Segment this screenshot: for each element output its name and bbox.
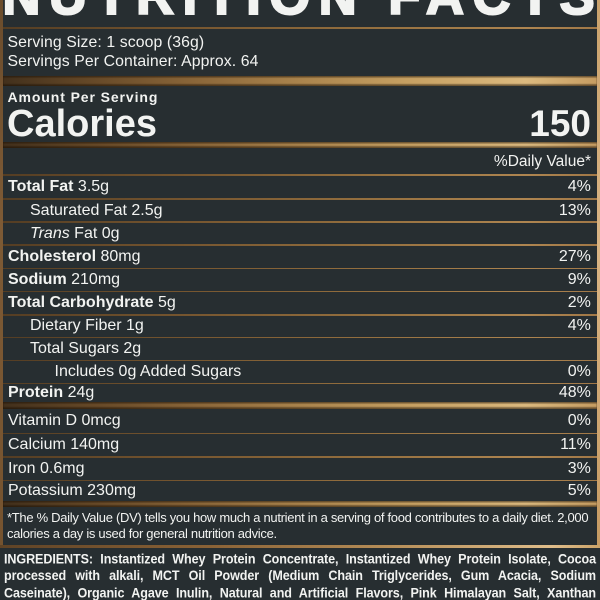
daily-value: 4% [567, 317, 591, 335]
daily-value: 48% [558, 383, 591, 401]
nutrient-row-added-sugars: Includes 0g Added Sugars 0% [3, 361, 598, 382]
ingredients-text: Instantized Whey Protein Concentrate, In… [4, 552, 597, 600]
calories-label: Calories [7, 103, 157, 145]
nutrient-amount: 3.5g [73, 178, 110, 196]
daily-value: 3% [567, 459, 591, 477]
panel-border-left [0, 0, 3, 549]
thick-bar-protein [2, 401, 598, 409]
daily-value: 27% [558, 247, 591, 265]
calories-row: Calories 150 [7, 103, 591, 145]
nutrient-amount: Dietary Fiber 1g [30, 317, 144, 335]
daily-value: 9% [567, 270, 591, 288]
calories-value: 150 [529, 103, 591, 144]
panel-border-bottom [0, 545, 600, 549]
nutrient-amount: 210mg [66, 270, 121, 288]
thick-bar-calories [2, 142, 598, 148]
divider-under-title [2, 27, 598, 29]
divider-8 [2, 359, 598, 362]
servings-per-container: Servings Per Container: Approx. 64 [7, 53, 259, 70]
nutrient-name: Total Carbohydrate [8, 294, 154, 312]
nutrient-name: Protein [8, 383, 64, 401]
micro-row-calcium: Calcium 140mg 11% [3, 435, 598, 457]
nutrient-amount: Includes 0g Added Sugars [54, 362, 242, 380]
divider-6 [2, 314, 598, 316]
daily-value: 4% [567, 178, 591, 196]
divider-9 [2, 382, 598, 385]
divider-12 [2, 479, 598, 482]
nutrient-name-italic: Trans [30, 224, 70, 242]
nutrient-name: Total Fat [8, 178, 74, 196]
divider-3 [2, 244, 598, 246]
nutrient-row-dietary-fiber: Dietary Fiber 1g 4% [3, 316, 598, 337]
thick-bar-servings [2, 76, 598, 87]
divider-0 [2, 174, 598, 176]
daily-value: 0% [567, 412, 591, 429]
nutrient-amount: 5g [153, 294, 176, 312]
nutrient-row-saturated-fat: Saturated Fat 2.5g 13% [3, 200, 598, 221]
ingredients-section: INGREDIENTS: Instantized Whey Protein Co… [4, 551, 596, 600]
divider-5 [2, 290, 598, 293]
micro-row-vitamin-d: Vitamin D 0mcg 0% [3, 410, 598, 433]
panel-border-right [597, 0, 600, 549]
daily-value-header: %Daily Value* [493, 153, 591, 170]
nutrient-name: Vitamin D 0mcg [8, 412, 121, 429]
nutrient-amount: Fat 0g [69, 224, 120, 242]
divider-2 [2, 221, 598, 223]
nutrient-name: Potassium 230mg [8, 482, 137, 499]
daily-value: 13% [558, 201, 591, 219]
nutrient-row-total-sugars: Total Sugars 2g [3, 338, 598, 359]
ingredients-label: INGREDIENTS: [4, 552, 94, 568]
nutrient-name: Cholesterol [8, 247, 97, 265]
nutrient-name: Sodium [8, 270, 67, 288]
nutrient-amount: 24g [63, 383, 95, 401]
divider-10 [2, 432, 598, 435]
daily-value: 5% [567, 482, 591, 499]
nutrient-row-trans-fat: Trans Fat 0g [3, 223, 598, 245]
micro-row-potassium: Potassium 230mg 5% [3, 482, 598, 501]
daily-value: 2% [567, 294, 591, 312]
nutrient-amount: 80mg [96, 247, 141, 265]
daily-value: 11% [560, 436, 591, 454]
nutrient-row-cholesterol: Cholesterol 80mg 27% [3, 246, 598, 268]
serving-size: Serving Size: 1 scoop (36g) [7, 33, 205, 51]
amount-per-serving: Amount Per Serving [7, 89, 159, 105]
daily-value: 0% [567, 362, 591, 380]
nutrient-row-total-fat: Total Fat 3.5g 4% [3, 176, 598, 199]
nutrient-name: Iron 0.6mg [8, 459, 85, 477]
nutrient-amount: Saturated Fat 2.5g [30, 201, 163, 219]
divider-4 [2, 267, 598, 270]
micro-row-iron: Iron 0.6mg 3% [3, 458, 598, 480]
nutrient-amount: Total Sugars 2g [30, 339, 142, 357]
label-title: NUTRITION FACTS [1, 0, 600, 24]
daily-value-footnote: *The % Daily Value (DV) tells you how mu… [7, 509, 589, 541]
divider-1 [2, 198, 598, 200]
divider-11 [2, 456, 598, 458]
ingredients-paragraph: INGREDIENTS: Instantized Whey Protein Co… [4, 551, 596, 600]
divider-7 [2, 336, 598, 339]
nutrient-row-total-carbohydrate: Total Carbohydrate 5g 2% [3, 292, 598, 314]
nutrient-name: Calcium 140mg [8, 436, 120, 454]
nutrient-row-sodium: Sodium 210mg 9% [3, 269, 598, 291]
thick-bar-micros [2, 500, 598, 508]
nutrient-row-protein: Protein 24g 48% [3, 384, 598, 401]
